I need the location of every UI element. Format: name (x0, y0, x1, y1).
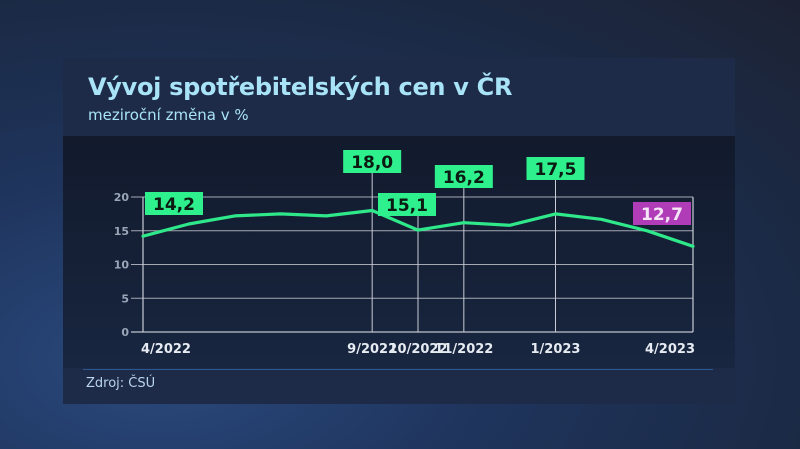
value-label: 15,1 (378, 193, 436, 216)
svg-text:18,0: 18,0 (351, 153, 393, 173)
svg-text:17,5: 17,5 (535, 160, 577, 180)
cpi-line (141, 208, 695, 248)
grid-lines (131, 196, 694, 333)
plot-area (63, 136, 735, 368)
y-tick-label: 5 (121, 292, 129, 305)
value-label: 12,7 (633, 202, 691, 225)
y-tick-label: 20 (114, 191, 130, 204)
x-tick-label: 10/2022 (388, 342, 447, 357)
divider (83, 369, 713, 370)
x-tick-label: 11/2022 (434, 342, 493, 357)
marker-lines (371, 172, 556, 332)
chart-subtitle: meziroční změna v % (88, 106, 249, 124)
value-label: 18,0 (343, 150, 402, 173)
value-labels: 14,2 18,0 15,1 16,2 17,5 12,7 (145, 150, 691, 225)
x-tick-label: 4/2022 (141, 342, 191, 357)
y-tick-label: 0 (121, 326, 129, 339)
y-axis-ticks: 0 5 10 15 20 (114, 191, 130, 339)
x-tick-label: 9/2022 (347, 342, 397, 357)
y-tick-label: 15 (114, 225, 129, 238)
svg-text:12,7: 12,7 (641, 205, 683, 225)
svg-text:16,2: 16,2 (443, 168, 485, 188)
source-note: Zdroj: ČSÚ (86, 376, 156, 391)
x-tick-label: 4/2023 (645, 342, 695, 357)
svg-text:14,2: 14,2 (153, 195, 195, 215)
value-label: 17,5 (526, 157, 585, 180)
svg-text:15,1: 15,1 (386, 196, 428, 216)
x-tick-label: 1/2023 (531, 342, 581, 357)
y-tick-label: 10 (114, 259, 130, 272)
chart-title: Vývoj spotřebitelských cen v ČR (88, 73, 513, 101)
value-label: 16,2 (434, 165, 493, 188)
value-label: 14,2 (145, 192, 203, 215)
